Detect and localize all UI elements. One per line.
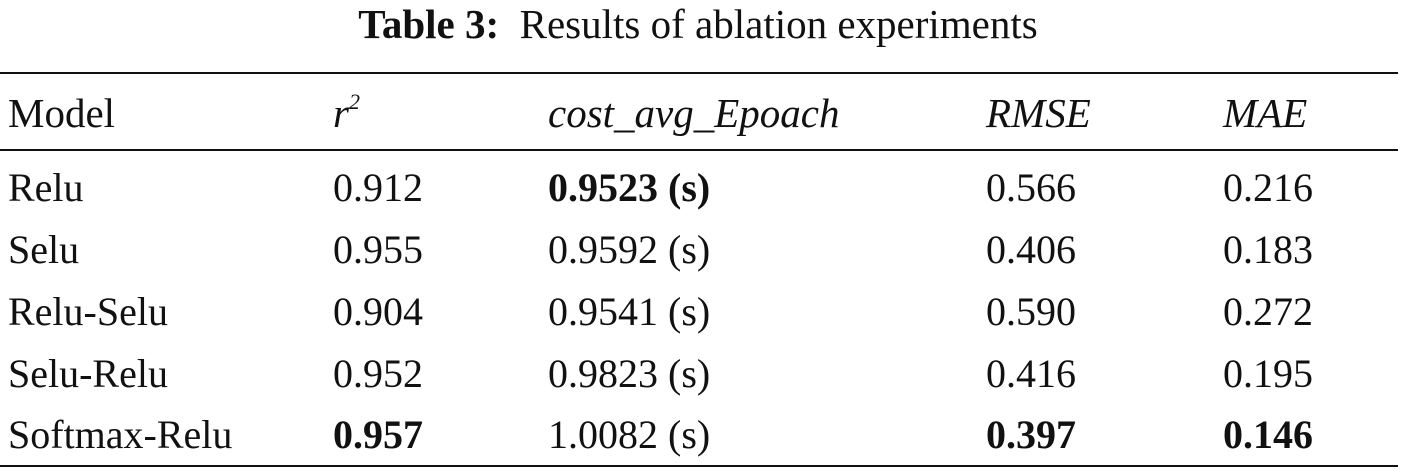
table-bottom-rule [0, 465, 1398, 467]
header-cost-avg-epoach: cost_avg_Epoach [548, 90, 840, 136]
table-row: Selu-Relu 0.952 0.9823 (s) 0.416 0.195 [0, 343, 1398, 405]
cell-model: Selu [8, 227, 80, 272]
cell-r2: 0.952 [333, 351, 423, 396]
header-rmse: RMSE [986, 90, 1091, 136]
cell-rmse: 0.590 [986, 289, 1076, 334]
cell-cost: 0.9523 (s) [548, 165, 711, 210]
table-caption-label: Table 3: [358, 1, 500, 47]
header-r-base: r [333, 90, 349, 136]
cell-r2: 0.957 [333, 412, 423, 457]
header-mae: MAE [1223, 90, 1308, 136]
header-r-squared: r2 [333, 80, 360, 146]
table-caption: Table 3: Results of ablation experiments [0, 0, 1396, 58]
table-header-rule [0, 149, 1398, 151]
cell-rmse: 0.566 [986, 165, 1076, 210]
cell-mae: 0.195 [1223, 351, 1313, 396]
header-r-superscript: 2 [348, 89, 360, 114]
cell-mae: 0.183 [1223, 227, 1313, 272]
cell-r2: 0.955 [333, 227, 423, 272]
cell-rmse: 0.406 [986, 227, 1076, 272]
cell-cost: 0.9592 (s) [548, 227, 711, 272]
cell-model: Relu-Selu [8, 289, 168, 334]
cell-mae: 0.146 [1223, 412, 1313, 457]
cell-model: Selu-Relu [8, 351, 168, 396]
cell-rmse: 0.397 [986, 412, 1076, 457]
cell-r2: 0.904 [333, 289, 423, 334]
table-row: Selu 0.955 0.9592 (s) 0.406 0.183 [0, 219, 1398, 281]
cell-cost: 0.9541 (s) [548, 289, 711, 334]
cell-mae: 0.272 [1223, 289, 1313, 334]
table-header-row: Model r2 cost_avg_Epoach RMSE MAE [0, 80, 1398, 146]
header-model: Model [8, 90, 116, 136]
table-row: Relu-Selu 0.904 0.9541 (s) 0.590 0.272 [0, 281, 1398, 343]
cell-rmse: 0.416 [986, 351, 1076, 396]
cell-mae: 0.216 [1223, 165, 1313, 210]
cell-model: Softmax-Relu [8, 412, 233, 457]
cell-cost: 0.9823 (s) [548, 351, 711, 396]
table-top-rule [0, 72, 1398, 74]
table-row: Softmax-Relu 0.957 1.0082 (s) 0.397 0.14… [0, 404, 1398, 466]
table-row: Relu 0.912 0.9523 (s) 0.566 0.216 [0, 157, 1398, 219]
table-caption-text: Results of ablation experiments [519, 1, 1038, 47]
cell-model: Relu [8, 165, 84, 210]
cell-r2: 0.912 [333, 165, 423, 210]
cell-cost: 1.0082 (s) [548, 412, 711, 457]
